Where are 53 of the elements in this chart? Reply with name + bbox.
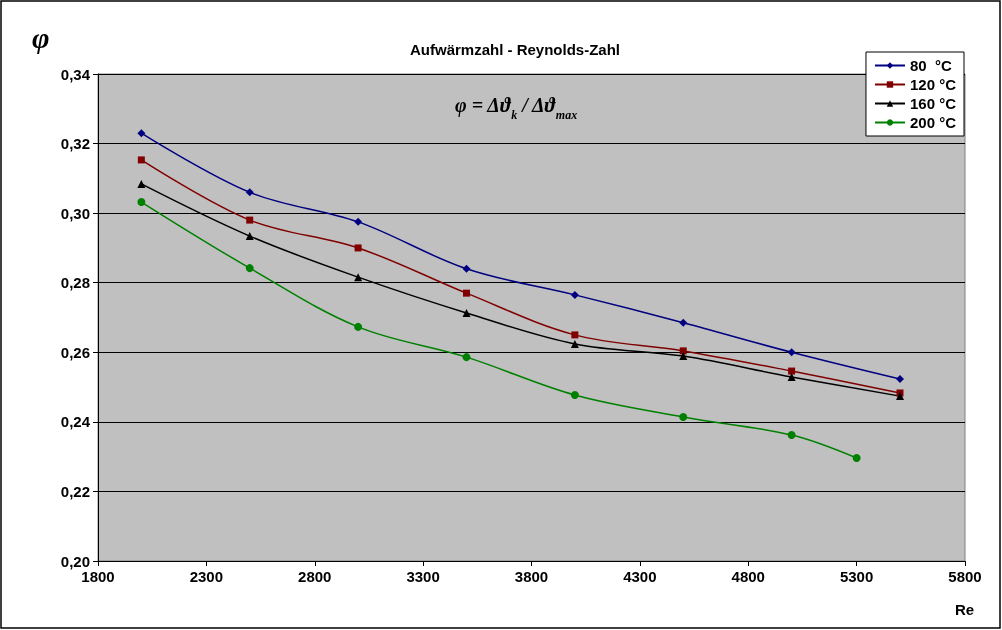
point (354, 244, 362, 252)
y-tick-label: 0,32 (60, 135, 90, 153)
point (679, 347, 687, 355)
point (852, 454, 861, 463)
point (787, 431, 796, 440)
x-tick-label: 3300 (406, 568, 440, 585)
legend-label: 200 °C (909, 114, 957, 131)
point (679, 318, 688, 327)
point (679, 412, 688, 421)
y-tick-label: 0,24 (60, 413, 91, 431)
y-tick-label: 0,28 (60, 274, 90, 292)
point (895, 392, 904, 401)
chart-title: Aufwärmzahl - Reynolds-Zahl (409, 41, 621, 58)
point (245, 188, 254, 197)
point (895, 375, 904, 384)
point (571, 331, 579, 339)
point (570, 290, 579, 299)
point (788, 367, 796, 375)
x-tick-label: 1800 (81, 568, 115, 585)
point (137, 156, 145, 164)
legend-label: 120 °C (909, 76, 957, 93)
legend-label: 160 °C (909, 95, 957, 112)
point (354, 322, 363, 331)
point (354, 217, 363, 226)
x-tick-label: 4800 (731, 568, 765, 585)
point (137, 129, 146, 138)
point (462, 353, 471, 362)
x-tick-label: 2800 (298, 568, 332, 585)
y-tick-label: 0,26 (60, 343, 90, 361)
y-tick-label: 0,20 (60, 552, 90, 570)
point (462, 264, 471, 273)
y-tick-label: 0,34 (60, 65, 91, 83)
x-tick-label: 5800 (948, 568, 982, 585)
x-tick-label: 4300 (623, 568, 657, 585)
point (570, 339, 579, 348)
y-tick-label: 0,30 (60, 204, 90, 222)
x-axis-title: Re (955, 601, 975, 618)
point (462, 308, 471, 317)
point (354, 273, 363, 282)
point (787, 372, 796, 381)
point (137, 198, 146, 207)
y-tick-label: 0,22 (60, 482, 90, 500)
x-tick-label: 3800 (514, 568, 549, 585)
point (246, 216, 254, 224)
point (787, 348, 796, 357)
point (462, 289, 470, 297)
point (245, 264, 254, 273)
y-axis-title: φ (32, 20, 50, 54)
point (570, 391, 579, 400)
legend-label: 80 °C (909, 57, 952, 74)
x-tick-label: 2300 (189, 568, 224, 585)
x-tick-label: 5300 (839, 568, 874, 585)
point (137, 179, 146, 188)
